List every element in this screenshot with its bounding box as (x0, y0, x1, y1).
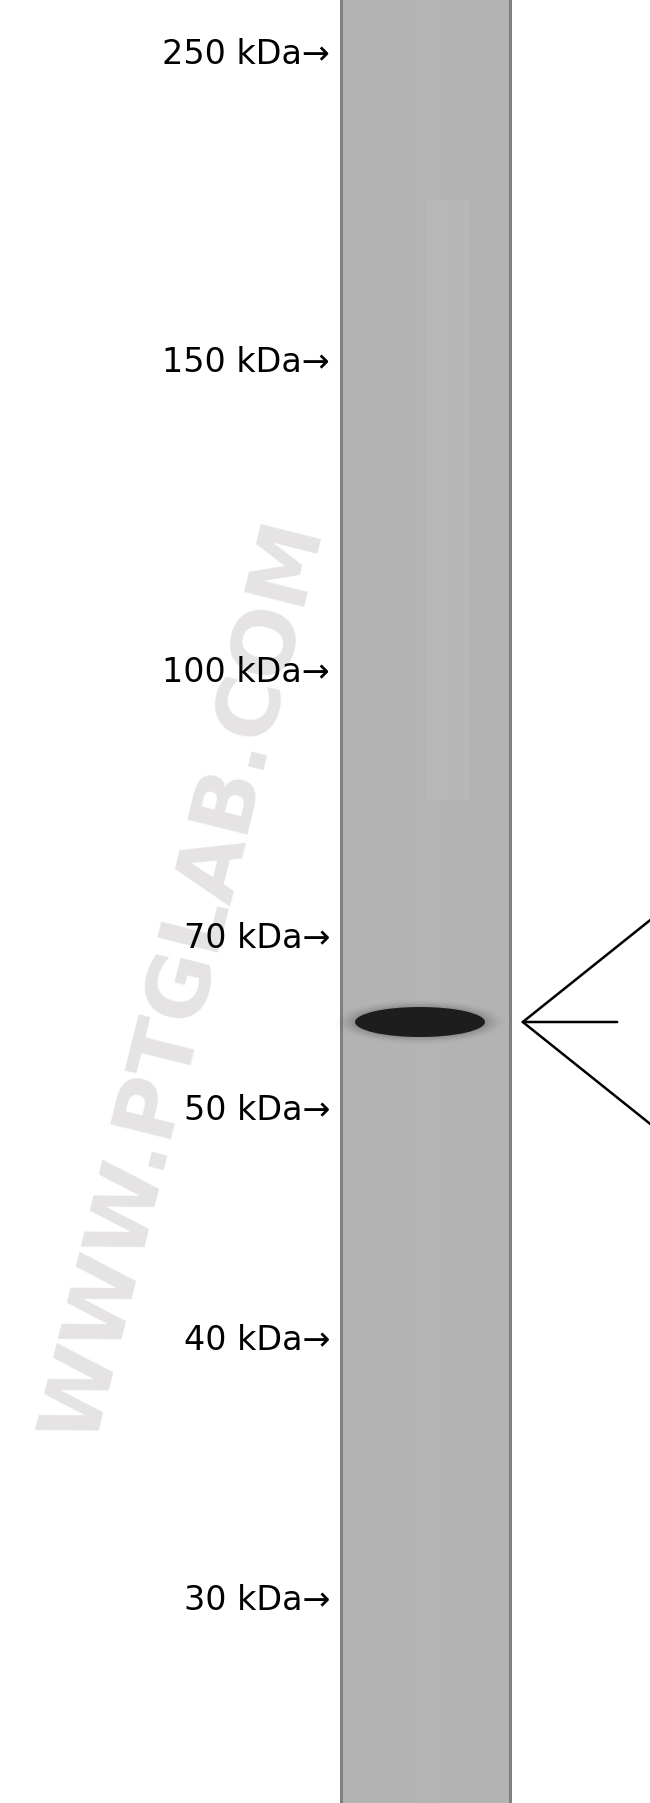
Bar (436, 0, 440, 1803)
Bar (426, 0, 430, 1803)
Bar (440, 0, 443, 1803)
Bar (416, 0, 419, 1803)
Ellipse shape (351, 1006, 489, 1039)
Ellipse shape (355, 1008, 485, 1037)
Ellipse shape (347, 1004, 493, 1040)
Bar (343, 0, 347, 1803)
Bar (395, 0, 398, 1803)
Bar (340, 0, 343, 1803)
Bar (340, 0, 512, 1803)
Bar (391, 0, 395, 1803)
Bar (354, 0, 358, 1803)
Text: 50 kDa→: 50 kDa→ (183, 1093, 330, 1127)
Bar (509, 0, 512, 1803)
Bar (467, 0, 471, 1803)
Bar (508, 0, 512, 1803)
Bar (426, 200, 469, 801)
Text: 30 kDa→: 30 kDa→ (183, 1583, 330, 1617)
Bar (367, 0, 371, 1803)
Ellipse shape (355, 1008, 485, 1037)
Bar (340, 0, 343, 1803)
Bar (460, 0, 464, 1803)
Bar (450, 0, 454, 1803)
Bar (488, 0, 491, 1803)
Text: 150 kDa→: 150 kDa→ (162, 346, 330, 379)
Bar (433, 0, 436, 1803)
Text: 70 kDa→: 70 kDa→ (183, 921, 330, 954)
Bar (364, 0, 367, 1803)
Bar (495, 0, 499, 1803)
Bar (464, 0, 467, 1803)
Bar (347, 0, 350, 1803)
Bar (481, 0, 484, 1803)
Bar (361, 0, 364, 1803)
Bar (422, 0, 426, 1803)
Bar (406, 0, 409, 1803)
Bar (499, 0, 502, 1803)
Bar (491, 0, 495, 1803)
Bar (382, 0, 385, 1803)
Bar (371, 0, 374, 1803)
Bar (350, 0, 354, 1803)
Bar (378, 0, 382, 1803)
Bar (454, 0, 457, 1803)
Bar (430, 0, 433, 1803)
Bar (374, 0, 378, 1803)
Text: 40 kDa→: 40 kDa→ (183, 1323, 330, 1356)
Bar (502, 0, 505, 1803)
Bar (419, 0, 422, 1803)
Bar (409, 0, 412, 1803)
Text: 250 kDa→: 250 kDa→ (162, 38, 330, 72)
Bar (447, 0, 450, 1803)
Bar (443, 0, 447, 1803)
Bar (474, 0, 478, 1803)
Bar (457, 0, 460, 1803)
Bar (471, 0, 474, 1803)
Bar (484, 0, 488, 1803)
Bar (412, 0, 416, 1803)
Text: WWW.PTGLAB.COM: WWW.PTGLAB.COM (31, 512, 339, 1448)
Bar (358, 0, 361, 1803)
Bar (388, 0, 391, 1803)
Text: 100 kDa→: 100 kDa→ (162, 656, 330, 689)
Bar (398, 0, 402, 1803)
Bar (402, 0, 406, 1803)
Bar (385, 0, 388, 1803)
Bar (478, 0, 481, 1803)
Bar (505, 0, 508, 1803)
